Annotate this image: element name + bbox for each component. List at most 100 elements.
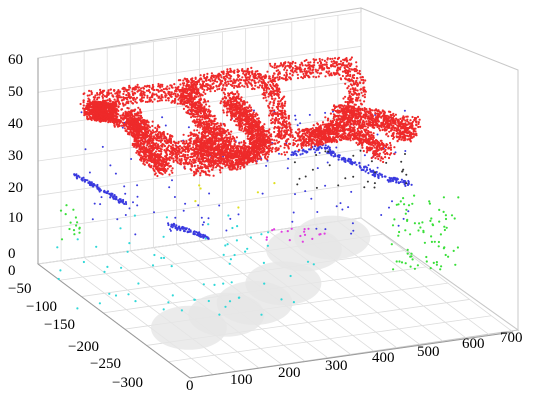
data-point (388, 206, 390, 209)
data-point (397, 118, 400, 121)
data-point (262, 75, 265, 78)
data-point (278, 96, 281, 99)
data-point (309, 67, 312, 70)
data-point (170, 225, 173, 228)
data-point (143, 91, 146, 94)
data-point (186, 78, 189, 81)
data-point (319, 233, 322, 236)
data-point (273, 89, 277, 92)
data-point (277, 65, 280, 68)
data-point (271, 87, 274, 90)
data-point (283, 129, 286, 132)
data-point (240, 96, 243, 99)
data-point (354, 68, 357, 71)
data-point (396, 124, 399, 127)
data-point (202, 283, 205, 286)
data-point (332, 60, 335, 63)
data-point (284, 153, 287, 156)
data-point (323, 59, 326, 63)
data-point (180, 89, 183, 92)
data-point (274, 150, 277, 153)
data-point (271, 229, 274, 232)
data-point (105, 95, 108, 98)
data-point (265, 238, 268, 241)
data-point (143, 94, 146, 97)
data-point (190, 104, 194, 107)
data-point (381, 175, 384, 178)
data-point (227, 214, 230, 217)
data-point (312, 68, 315, 71)
data-point (216, 131, 219, 134)
data-point (203, 163, 206, 166)
data-point (355, 92, 358, 95)
data-point (266, 244, 269, 247)
data-point (392, 136, 396, 139)
data-point (268, 62, 272, 65)
data-point (300, 76, 303, 79)
data-point (264, 76, 267, 79)
data-point (362, 120, 365, 123)
data-point (92, 183, 96, 186)
data-point (323, 146, 326, 149)
data-point (416, 264, 419, 267)
data-point (324, 75, 327, 78)
data-point (246, 122, 250, 125)
data-point (189, 230, 192, 233)
grid-line (168, 315, 492, 363)
data-point (118, 94, 121, 97)
data-point (164, 124, 167, 127)
data-point (344, 160, 347, 163)
data-point (341, 157, 344, 160)
data-point (231, 109, 234, 112)
data-point (221, 88, 224, 91)
data-point (243, 119, 246, 122)
data-point (111, 196, 115, 199)
data-point (370, 115, 373, 118)
data-point (217, 140, 220, 143)
data-point (435, 263, 438, 266)
data-point (224, 136, 227, 139)
data-point (323, 63, 326, 66)
data-point (336, 66, 340, 69)
data-point (238, 116, 241, 119)
data-point (259, 130, 262, 133)
data-point (147, 89, 150, 92)
data-point (202, 221, 205, 224)
data-point (186, 94, 190, 97)
data-point (236, 74, 239, 77)
data-point (346, 159, 349, 162)
data-point (315, 227, 318, 230)
data-point (350, 68, 354, 71)
data-point (274, 92, 277, 95)
data-point (380, 116, 383, 119)
data-point (235, 136, 238, 139)
data-point (277, 120, 280, 123)
data-point (360, 115, 363, 119)
data-point (232, 95, 235, 99)
data-point (296, 77, 300, 80)
data-point (203, 139, 206, 142)
data-point (290, 128, 293, 131)
data-point (281, 107, 284, 110)
data-point (334, 105, 337, 108)
data-point (271, 117, 274, 120)
data-point (396, 178, 399, 181)
data-point (418, 222, 421, 225)
data-point (242, 130, 245, 133)
data-point (140, 90, 143, 93)
data-point (294, 64, 297, 68)
data-point (256, 117, 259, 120)
data-point (196, 125, 199, 128)
data-point (168, 87, 171, 90)
data-point (212, 166, 215, 169)
data-point (153, 93, 156, 96)
data-point (401, 135, 404, 138)
data-point (349, 58, 352, 61)
data-point (345, 57, 348, 60)
data-point (243, 101, 246, 104)
data-point (307, 227, 310, 230)
data-point (360, 78, 363, 81)
data-point (262, 97, 265, 100)
data-point (292, 71, 295, 74)
data-point (316, 71, 319, 74)
